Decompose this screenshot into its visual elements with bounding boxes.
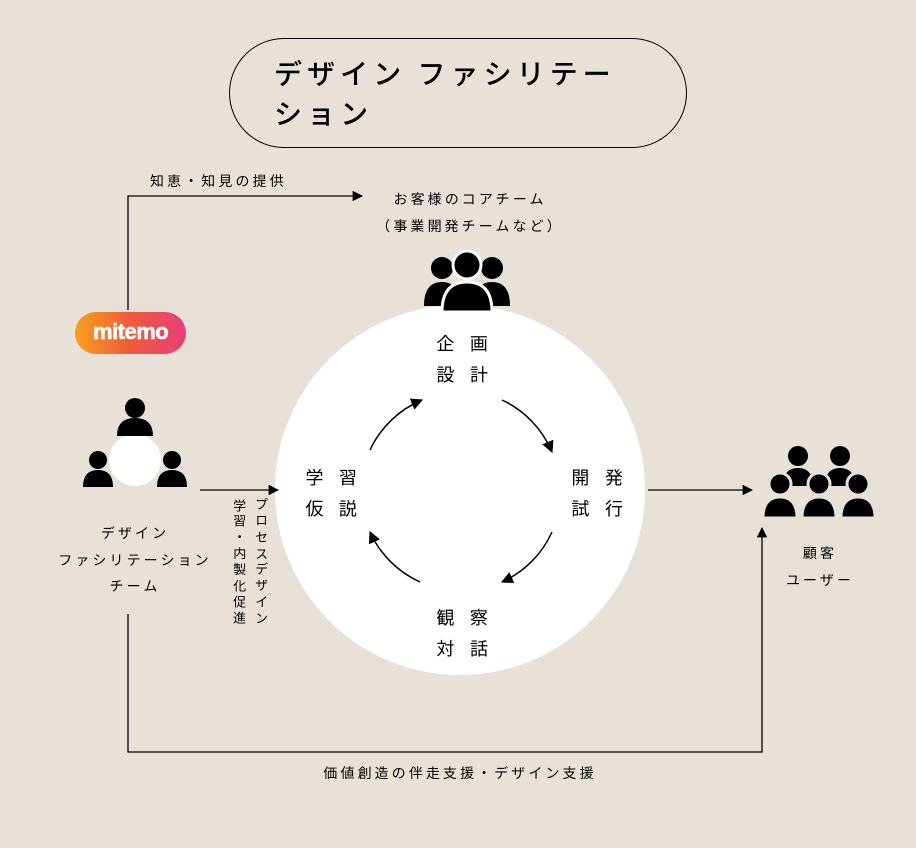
into-cycle-label-2: 学習・内製化促進 bbox=[228, 498, 250, 627]
bottom-label: 価値創造の伴走支援・デザイン支援 bbox=[270, 760, 650, 787]
right-users-label: 顧客 ユーザー bbox=[770, 540, 870, 593]
into-cycle-label-1: プロセスデザイン bbox=[250, 498, 272, 627]
people-triangle-icon bbox=[80, 392, 190, 497]
cycle-node-observe: 観 察対 話 bbox=[425, 602, 505, 663]
people-crowd-icon bbox=[760, 442, 878, 522]
left-team-label: デザイン ファシリテーション チーム bbox=[45, 520, 225, 600]
cycle-node-plan: 企 画設 計 bbox=[425, 328, 505, 389]
diagram-canvas: デザイン ファシリテーション mitemo デザイン ファシリテーション チーム… bbox=[0, 0, 916, 848]
cycle-node-develop: 開 発試 行 bbox=[560, 462, 640, 523]
page-title: デザイン ファシリテーション bbox=[229, 38, 687, 148]
cycle-node-learn: 学 習仮 説 bbox=[294, 462, 374, 523]
mitemo-logo: mitemo bbox=[75, 312, 186, 354]
core-team-label: お客様のコアチーム （事業開発チームなど） bbox=[370, 186, 570, 239]
people-group-icon bbox=[412, 248, 522, 318]
top-arrow-label: 知恵・知見の提供 bbox=[150, 168, 320, 195]
